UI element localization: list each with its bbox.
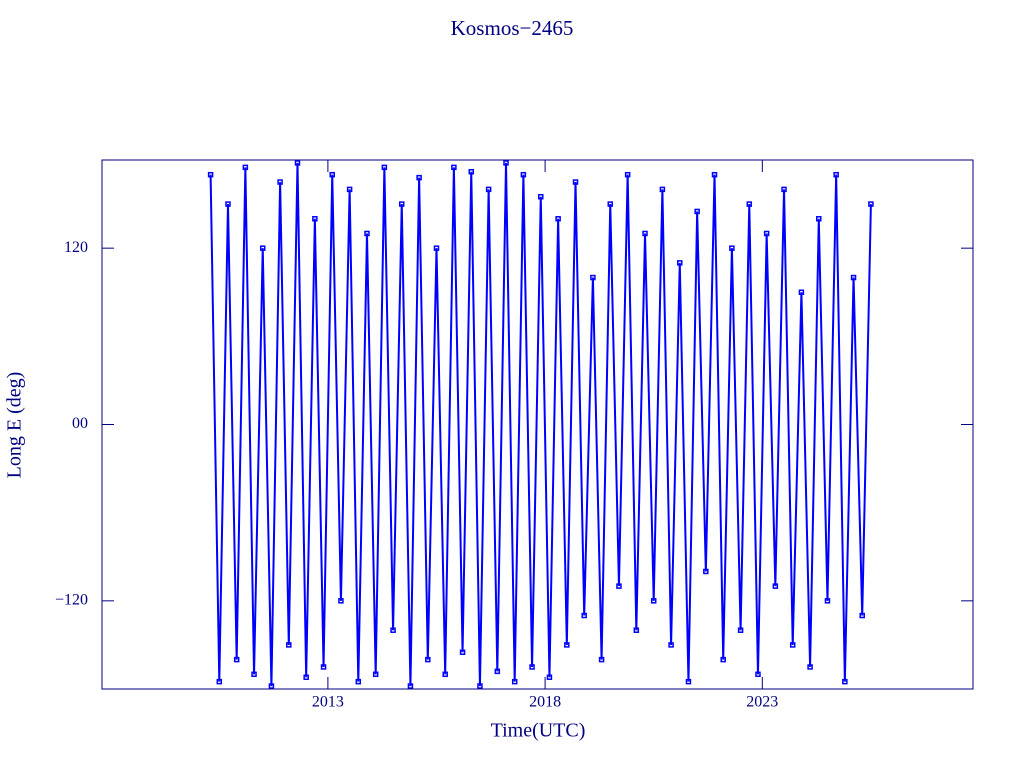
data-point: [642, 230, 648, 237]
y-tick-label: 00: [72, 415, 88, 432]
data-point: [833, 171, 839, 178]
y-tick-label: −120: [55, 592, 88, 609]
data-point: [338, 598, 344, 604]
data-point: [694, 208, 700, 215]
data-point: [685, 678, 692, 685]
data-point: [407, 683, 414, 689]
x-axis-label: Time(UTC): [491, 720, 586, 742]
data-point: [781, 186, 787, 193]
data-point: [233, 656, 240, 663]
data-point: [416, 174, 422, 181]
data-point: [225, 201, 231, 207]
data-point: [711, 171, 718, 178]
data-point: [329, 171, 335, 178]
data-point: [842, 678, 848, 685]
data-point: [859, 612, 865, 619]
data-point: [729, 245, 735, 251]
y-axis-label: Long E (deg): [4, 372, 26, 479]
x-tick-label: 2013: [312, 694, 344, 711]
data-point: [659, 186, 666, 193]
data-point: [590, 274, 596, 281]
data-line: [209, 162, 872, 687]
data-point: [355, 678, 362, 685]
data-point: [390, 627, 396, 633]
data-point: [616, 583, 622, 589]
data-point: [598, 656, 605, 663]
data-point: [624, 171, 631, 178]
data-point: [546, 674, 553, 680]
data-point: [294, 160, 301, 166]
x-tick-label: 2023: [746, 694, 778, 711]
data-point: [789, 642, 796, 648]
data-point: [286, 642, 292, 648]
data-point: [746, 201, 753, 207]
data-point: [485, 186, 492, 193]
data-point: [538, 193, 544, 200]
data-point: [477, 683, 483, 689]
data-point: [381, 164, 388, 171]
data-point: [494, 668, 501, 675]
data-point: [320, 664, 327, 670]
data-point: [555, 216, 561, 222]
data-point: [720, 656, 726, 663]
data-point: [346, 186, 353, 193]
data-point: [520, 171, 527, 178]
data-point: [607, 201, 614, 207]
data-point: [703, 568, 709, 575]
chart-title: Kosmos−2465: [451, 16, 574, 40]
data-point: [312, 216, 318, 222]
data-point: [511, 678, 518, 685]
x-tick-label: 2018: [529, 694, 561, 711]
data-point: [633, 627, 640, 633]
data-point: [442, 671, 448, 678]
data-point: [668, 642, 674, 648]
data-point: [816, 216, 822, 222]
data-point: [581, 612, 587, 619]
data-point: [364, 230, 370, 237]
data-point: [372, 671, 379, 678]
data-point: [807, 664, 813, 670]
data-point: [572, 179, 579, 185]
data-point: [868, 201, 874, 207]
data-point: [503, 160, 509, 166]
data-point: [251, 671, 257, 678]
data-point: [459, 649, 466, 656]
data-point: [277, 179, 283, 185]
data-point: [737, 627, 744, 633]
data-point: [529, 664, 535, 670]
data-point: [451, 164, 457, 171]
data-point: [650, 598, 657, 604]
data-point: [564, 642, 570, 648]
data-point: [798, 289, 805, 295]
data-point: [303, 674, 309, 680]
data-point: [207, 171, 214, 178]
data-point: [824, 598, 831, 604]
data-point: [425, 656, 431, 663]
data-point: [850, 274, 857, 281]
y-tick-label: 120: [64, 239, 88, 256]
data-point: [468, 169, 475, 175]
data-point: [268, 683, 275, 689]
data-point: [433, 245, 440, 251]
data-point: [677, 260, 683, 266]
data-point: [216, 678, 223, 685]
data-point: [398, 201, 405, 207]
data-point: [763, 230, 770, 237]
data-point: [755, 671, 761, 678]
data-point: [242, 164, 249, 171]
data-point: [772, 583, 779, 589]
data-point: [259, 245, 266, 251]
